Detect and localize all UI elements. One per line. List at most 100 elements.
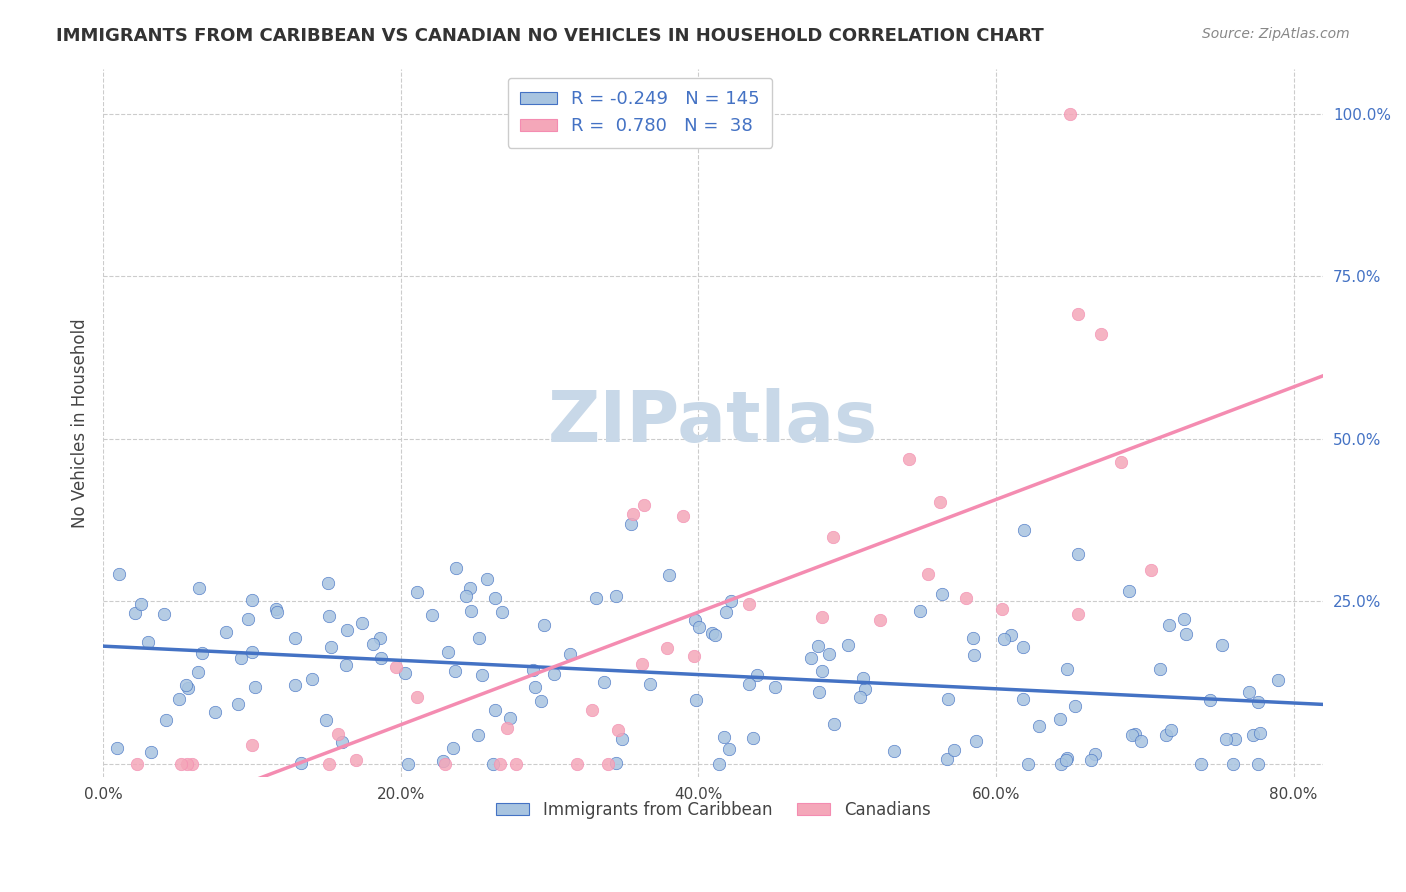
Point	[471, 668, 494, 682]
Point	[823, 530, 845, 544]
Point	[240, 645, 263, 659]
Point	[631, 657, 654, 671]
Point	[800, 651, 823, 665]
Point	[565, 756, 588, 771]
Point	[935, 752, 957, 766]
Point	[530, 693, 553, 707]
Point	[229, 650, 252, 665]
Point	[1067, 607, 1090, 622]
Point	[204, 705, 226, 719]
Legend: Immigrants from Caribbean, Canadians: Immigrants from Caribbean, Canadians	[489, 794, 938, 825]
Point	[420, 608, 443, 623]
Point	[332, 734, 354, 748]
Point	[444, 561, 467, 575]
Point	[1111, 455, 1133, 469]
Point	[1241, 728, 1264, 742]
Point	[1123, 726, 1146, 740]
Point	[1050, 756, 1073, 771]
Point	[1000, 628, 1022, 642]
Point	[1067, 547, 1090, 561]
Point	[523, 680, 546, 694]
Point	[837, 638, 859, 652]
Point	[657, 641, 679, 656]
Point	[849, 690, 872, 704]
Point	[1222, 756, 1244, 771]
Point	[714, 605, 737, 619]
Point	[1080, 753, 1102, 767]
Point	[344, 753, 367, 767]
Point	[908, 604, 931, 618]
Point	[1140, 563, 1163, 577]
Point	[484, 591, 506, 605]
Point	[1121, 728, 1143, 742]
Point	[1012, 692, 1035, 706]
Point	[266, 605, 288, 619]
Point	[1156, 728, 1178, 742]
Point	[1090, 326, 1112, 341]
Point	[853, 681, 876, 696]
Point	[491, 605, 513, 619]
Point	[174, 678, 197, 692]
Point	[336, 623, 359, 637]
Point	[818, 647, 841, 661]
Point	[350, 615, 373, 630]
Point	[456, 590, 478, 604]
Point	[475, 572, 498, 586]
Text: Source: ZipAtlas.com: Source: ZipAtlas.com	[1202, 27, 1350, 41]
Point	[917, 566, 939, 581]
Point	[1067, 308, 1090, 322]
Point	[489, 756, 512, 771]
Point	[499, 711, 522, 725]
Point	[703, 628, 725, 642]
Point	[621, 508, 644, 522]
Text: IMMIGRANTS FROM CARIBBEAN VS CANADIAN NO VEHICLES IN HOUSEHOLD CORRELATION CHART: IMMIGRANTS FROM CARIBBEAN VS CANADIAN NO…	[56, 27, 1045, 45]
Point	[747, 668, 769, 682]
Point	[368, 631, 391, 645]
Point	[396, 756, 419, 771]
Point	[129, 597, 152, 611]
Point	[236, 612, 259, 626]
Point	[335, 657, 357, 672]
Point	[1189, 756, 1212, 771]
Point	[1056, 751, 1078, 765]
Point	[264, 602, 287, 616]
Point	[560, 647, 582, 661]
Point	[702, 625, 724, 640]
Point	[672, 509, 695, 524]
Point	[1084, 747, 1107, 761]
Point	[936, 692, 959, 706]
Point	[1049, 712, 1071, 726]
Point	[405, 585, 427, 599]
Point	[318, 609, 340, 624]
Point	[169, 692, 191, 706]
Point	[1211, 638, 1233, 652]
Y-axis label: No Vehicles in Household: No Vehicles in Household	[72, 318, 89, 527]
Point	[284, 677, 307, 691]
Point	[176, 756, 198, 771]
Point	[243, 680, 266, 694]
Point	[433, 756, 456, 771]
Point	[807, 685, 830, 699]
Point	[176, 681, 198, 695]
Point	[125, 756, 148, 771]
Point	[460, 581, 482, 595]
Point	[658, 567, 681, 582]
Point	[522, 663, 544, 677]
Point	[505, 756, 527, 771]
Point	[315, 713, 337, 727]
Point	[240, 593, 263, 607]
Point	[107, 567, 129, 582]
Point	[136, 635, 159, 649]
Point	[605, 589, 627, 603]
Point	[406, 690, 429, 704]
Point	[738, 597, 761, 611]
Point	[633, 498, 655, 512]
Point	[1173, 612, 1195, 626]
Point	[1118, 583, 1140, 598]
Point	[1267, 673, 1289, 687]
Point	[1215, 732, 1237, 747]
Point	[1028, 719, 1050, 733]
Point	[432, 754, 454, 768]
Point	[318, 756, 340, 771]
Point	[1160, 723, 1182, 737]
